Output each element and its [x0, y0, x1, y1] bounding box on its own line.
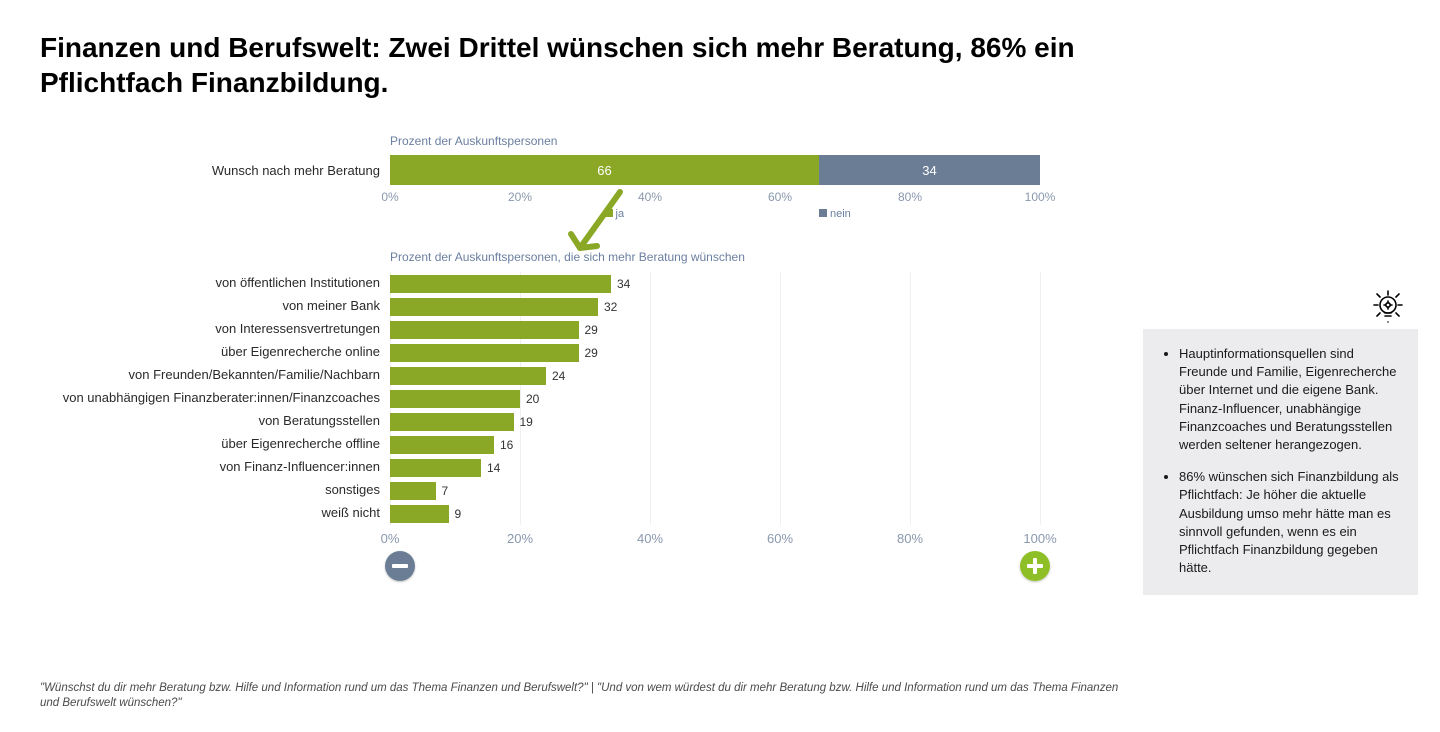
page-title: Finanzen und Berufswelt: Zwei Drittel wü…: [40, 30, 1140, 100]
axis-tick: 40%: [638, 190, 662, 204]
detail-value: 24: [552, 369, 565, 383]
detail-value: 9: [455, 507, 462, 521]
detail-row-label: über Eigenrecherche offline: [40, 437, 380, 451]
legend-swatch: [819, 209, 827, 217]
detail-bar: [390, 298, 598, 316]
detail-row: über Eigenrecherche online29: [390, 341, 1040, 364]
detail-x-axis: 0%20%40%60%80%100%: [390, 531, 1040, 547]
legend-item: nein: [819, 208, 851, 220]
axis-tick: 20%: [507, 531, 533, 546]
detail-value: 29: [585, 346, 598, 360]
detail-row-label: von öffentlichen Institutionen: [40, 276, 380, 290]
stacked-legend: janein: [390, 208, 1040, 222]
detail-bar: [390, 344, 579, 362]
lightbulb-icon: [1368, 287, 1408, 332]
detail-row-label: weiß nicht: [40, 506, 380, 520]
detail-row-label: von Beratungsstellen: [40, 414, 380, 428]
detail-bar: [390, 436, 494, 454]
detail-row: von Freunden/Bekannten/Familie/Nachbarn2…: [390, 364, 1040, 387]
axis-tick: 100%: [1023, 531, 1056, 546]
detail-bar: [390, 482, 436, 500]
axis-tick: 20%: [508, 190, 532, 204]
axis-tick: 60%: [767, 531, 793, 546]
detail-value: 14: [487, 461, 500, 475]
detail-row: über Eigenrecherche offline16: [390, 433, 1040, 456]
detail-row-label: über Eigenrecherche online: [40, 345, 380, 359]
detail-bar: [390, 505, 449, 523]
detail-bar: [390, 321, 579, 339]
stacked-row: Wunsch nach mehr Beratung 6634: [390, 154, 1040, 186]
detail-value: 20: [526, 392, 539, 406]
detail-row-label: von Finanz-Influencer:innen: [40, 460, 380, 474]
stacked-x-axis: 0%20%40%60%80%100%: [390, 190, 1040, 206]
detail-row: von Interessensvertretungen29: [390, 318, 1040, 341]
detail-value: 29: [585, 323, 598, 337]
stacked-segment-nein: 34: [819, 155, 1040, 185]
stacked-bar: 6634: [390, 155, 1040, 185]
detail-row: weiß nicht9: [390, 502, 1040, 525]
detail-value: 16: [500, 438, 513, 452]
plus-icon: [1020, 551, 1050, 581]
detail-row: von meiner Bank32: [390, 295, 1040, 318]
axis-tick: 100%: [1025, 190, 1056, 204]
detail-value: 19: [520, 415, 533, 429]
detail-row: von öffentlichen Institutionen34: [390, 272, 1040, 295]
info-sidebar: Hauptinformationsquellen sind Freunde un…: [1143, 329, 1418, 595]
detail-row: von unabhängigen Finanzberater:innen/Fin…: [390, 387, 1040, 410]
info-bullet: 86% wünschen sich Finanzbildung als Pfli…: [1179, 468, 1400, 577]
detail-bar: [390, 367, 546, 385]
footnote: "Wünschst du dir mehr Beratung bzw. Hilf…: [40, 681, 1140, 712]
detail-bar: [390, 413, 514, 431]
detail-chart: Prozent der Auskunftspersonen, die sich …: [40, 250, 1050, 547]
detail-value: 7: [442, 484, 449, 498]
detail-row-label: sonstiges: [40, 483, 380, 497]
detail-bar: [390, 459, 481, 477]
stacked-segment-ja: 66: [390, 155, 819, 185]
detail-plot: von öffentlichen Institutionen34von mein…: [390, 272, 1040, 547]
axis-tick: 40%: [637, 531, 663, 546]
detail-row-label: von unabhängigen Finanzberater:innen/Fin…: [40, 391, 380, 405]
detail-chart-subtitle: Prozent der Auskunftspersonen, die sich …: [390, 250, 1050, 264]
slide: Finanzen und Berufswelt: Zwei Drittel wü…: [0, 0, 1440, 732]
detail-bar: [390, 390, 520, 408]
detail-row-label: von Freunden/Bekannten/Familie/Nachbarn: [40, 368, 380, 382]
detail-row: von Beratungsstellen19: [390, 410, 1040, 433]
axis-tick: 80%: [897, 531, 923, 546]
detail-row: von Finanz-Influencer:innen14: [390, 456, 1040, 479]
charts-column: Prozent der Auskunftspersonen Wunsch nac…: [40, 124, 1050, 547]
detail-bar: [390, 275, 611, 293]
info-box: Hauptinformationsquellen sind Freunde un…: [1143, 329, 1418, 595]
axis-tick: 60%: [768, 190, 792, 204]
axis-tick: 80%: [898, 190, 922, 204]
detail-row-label: von meiner Bank: [40, 299, 380, 313]
grid-line: [1040, 272, 1041, 525]
stacked-chart: Prozent der Auskunftspersonen Wunsch nac…: [40, 134, 1050, 222]
detail-row-label: von Interessensvertretungen: [40, 322, 380, 336]
info-list: Hauptinformationsquellen sind Freunde un…: [1165, 345, 1400, 577]
stacked-row-label: Wunsch nach mehr Beratung: [40, 163, 380, 178]
detail-row: sonstiges7: [390, 479, 1040, 502]
detail-value: 34: [617, 277, 630, 291]
detail-value: 32: [604, 300, 617, 314]
axis-tick: 0%: [381, 531, 400, 546]
stacked-chart-subtitle: Prozent der Auskunftspersonen: [390, 134, 1040, 148]
minus-icon: [385, 551, 415, 581]
content-area: Prozent der Auskunftspersonen Wunsch nac…: [40, 124, 1400, 547]
info-bullet: Hauptinformationsquellen sind Freunde un…: [1179, 345, 1400, 454]
axis-tick: 0%: [381, 190, 398, 204]
